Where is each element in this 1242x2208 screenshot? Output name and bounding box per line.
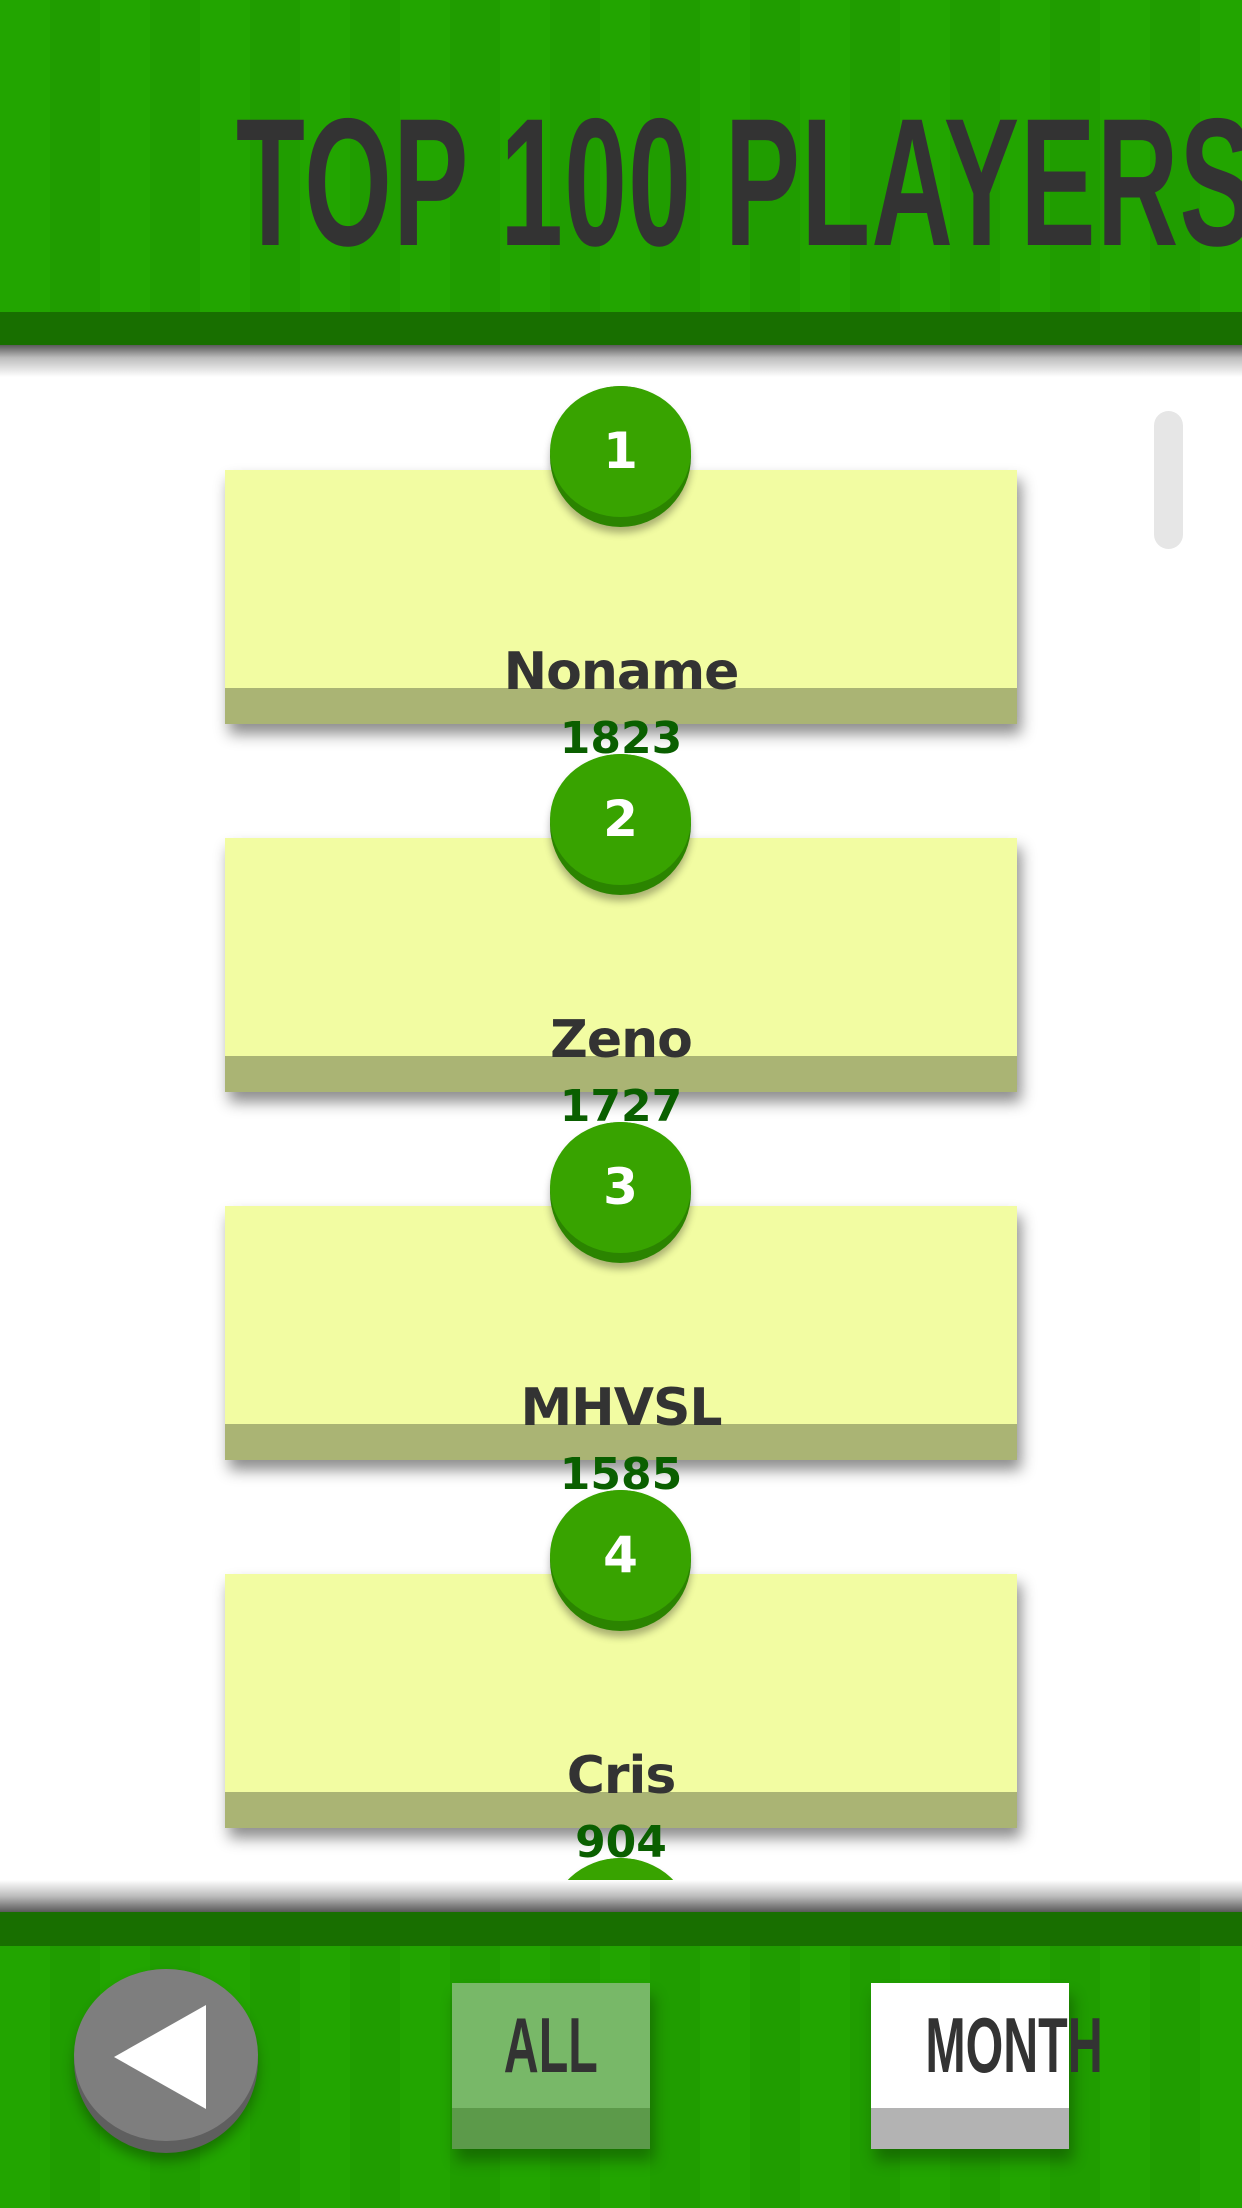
rank-number xyxy=(550,1858,691,1880)
card-base xyxy=(225,688,1017,724)
list-item[interactable] xyxy=(225,1858,1017,1880)
back-button-face xyxy=(74,1969,258,2141)
player-name: Cris xyxy=(566,1746,677,1806)
footer-shadow xyxy=(0,1880,1242,1912)
tab-face: MONTH xyxy=(871,1983,1103,2108)
rank-badge xyxy=(550,1858,691,1880)
list-item[interactable]: Noname 1823 1 xyxy=(225,386,1017,764)
list-item[interactable]: Zeno 1727 2 xyxy=(225,754,1017,1132)
player-name: Noname xyxy=(503,642,740,702)
rank-number: 4 xyxy=(550,1490,691,1621)
list-item[interactable]: Cris 904 4 xyxy=(225,1490,1017,1868)
tab-month[interactable]: MONTH xyxy=(871,1983,1103,2149)
header-shadow xyxy=(0,345,1242,377)
triangle-left-icon xyxy=(114,2005,206,2109)
header: TOP 100 PLAYERS xyxy=(0,0,1242,312)
rank-number: 3 xyxy=(550,1122,691,1253)
tab-month-label: MONTH xyxy=(925,2001,1103,2089)
list-item[interactable]: MHVSL 1585 3 xyxy=(225,1122,1017,1500)
scrollbar[interactable] xyxy=(1154,411,1183,549)
leaderboard-list[interactable]: Noname 1823 1 Zeno 1727 2 MHVSL 1585 3 C… xyxy=(0,377,1242,1880)
tab-base xyxy=(871,2108,1069,2149)
tab-face: ALL xyxy=(452,1983,650,2108)
player-name: Zeno xyxy=(550,1010,693,1070)
rank-badge: 4 xyxy=(550,1490,691,1631)
tab-base xyxy=(452,2108,650,2149)
rank-badge: 1 xyxy=(550,386,691,527)
rank-number: 2 xyxy=(550,754,691,885)
back-button[interactable] xyxy=(74,1969,258,2153)
rank-badge: 3 xyxy=(550,1122,691,1263)
footer-divider xyxy=(0,1912,1242,1946)
header-divider xyxy=(0,312,1242,345)
rank-badge: 2 xyxy=(550,754,691,895)
page-title: TOP 100 PLAYERS xyxy=(235,80,1242,284)
card-base xyxy=(225,1056,1017,1092)
card-base xyxy=(225,1792,1017,1828)
card-base xyxy=(225,1424,1017,1460)
player-name: MHVSL xyxy=(520,1378,722,1438)
tab-all-label: ALL xyxy=(503,2001,599,2089)
tab-all[interactable]: ALL xyxy=(452,1983,650,2149)
rank-number: 1 xyxy=(550,386,691,517)
